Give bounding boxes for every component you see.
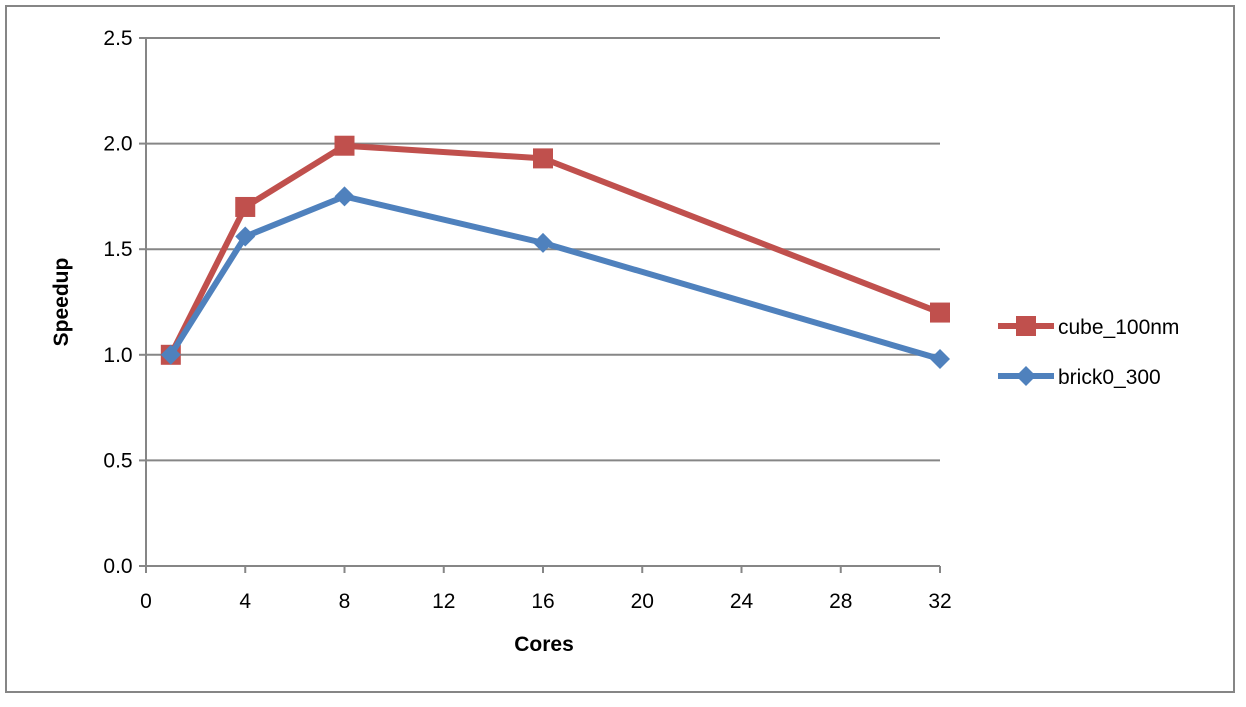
series-line [168,193,941,362]
y-tick-label: 2.5 [103,27,132,50]
x-tick-labels: 0 4 8 12 16 20 24 28 32 [140,590,952,613]
legend-item: cube_100nm [998,316,1179,339]
x-axis-title: Cores [514,633,574,656]
x-tick-label: 24 [730,590,754,613]
y-tick-label: 0.5 [103,449,132,472]
x-tick-label: 32 [928,590,951,613]
data-point [930,302,950,323]
legend-label: brick0_300 [1058,366,1161,389]
x-tick-label: 8 [339,590,351,613]
gridlines [146,37,940,462]
data-point [334,186,355,207]
axes [139,37,941,573]
y-tick-label: 2.0 [103,133,132,156]
legend-marker [1016,316,1036,336]
chart-frame [5,5,1235,693]
y-tick-labels: 0.0 0.5 1.0 1.5 2.0 2.5 [103,27,132,578]
x-tick-label: 28 [829,590,852,613]
data-point [930,349,950,370]
y-tick-label: 0.0 [103,555,132,578]
series-brick0_300 [160,186,950,370]
y-tick-label: 1.5 [103,238,132,261]
data-point [334,135,355,156]
series-group [160,135,950,370]
x-tick-label: 0 [140,590,152,613]
x-tick-label: 12 [432,590,455,613]
legend-label: cube_100nm [1058,316,1179,339]
legend: cube_100nm brick0_300 [998,316,1179,389]
legend-marker [1016,366,1036,386]
x-tick-label: 16 [531,590,554,613]
data-point [533,232,553,253]
y-tick-label: 1.0 [103,344,132,367]
data-point [533,148,553,169]
x-tick-label: 4 [239,590,251,613]
data-point [235,226,256,247]
y-axis-title: Speedup [50,258,73,347]
data-point [235,196,256,217]
legend-item: brick0_300 [998,366,1161,389]
x-tick-label: 20 [631,590,654,613]
data-point [160,344,181,365]
